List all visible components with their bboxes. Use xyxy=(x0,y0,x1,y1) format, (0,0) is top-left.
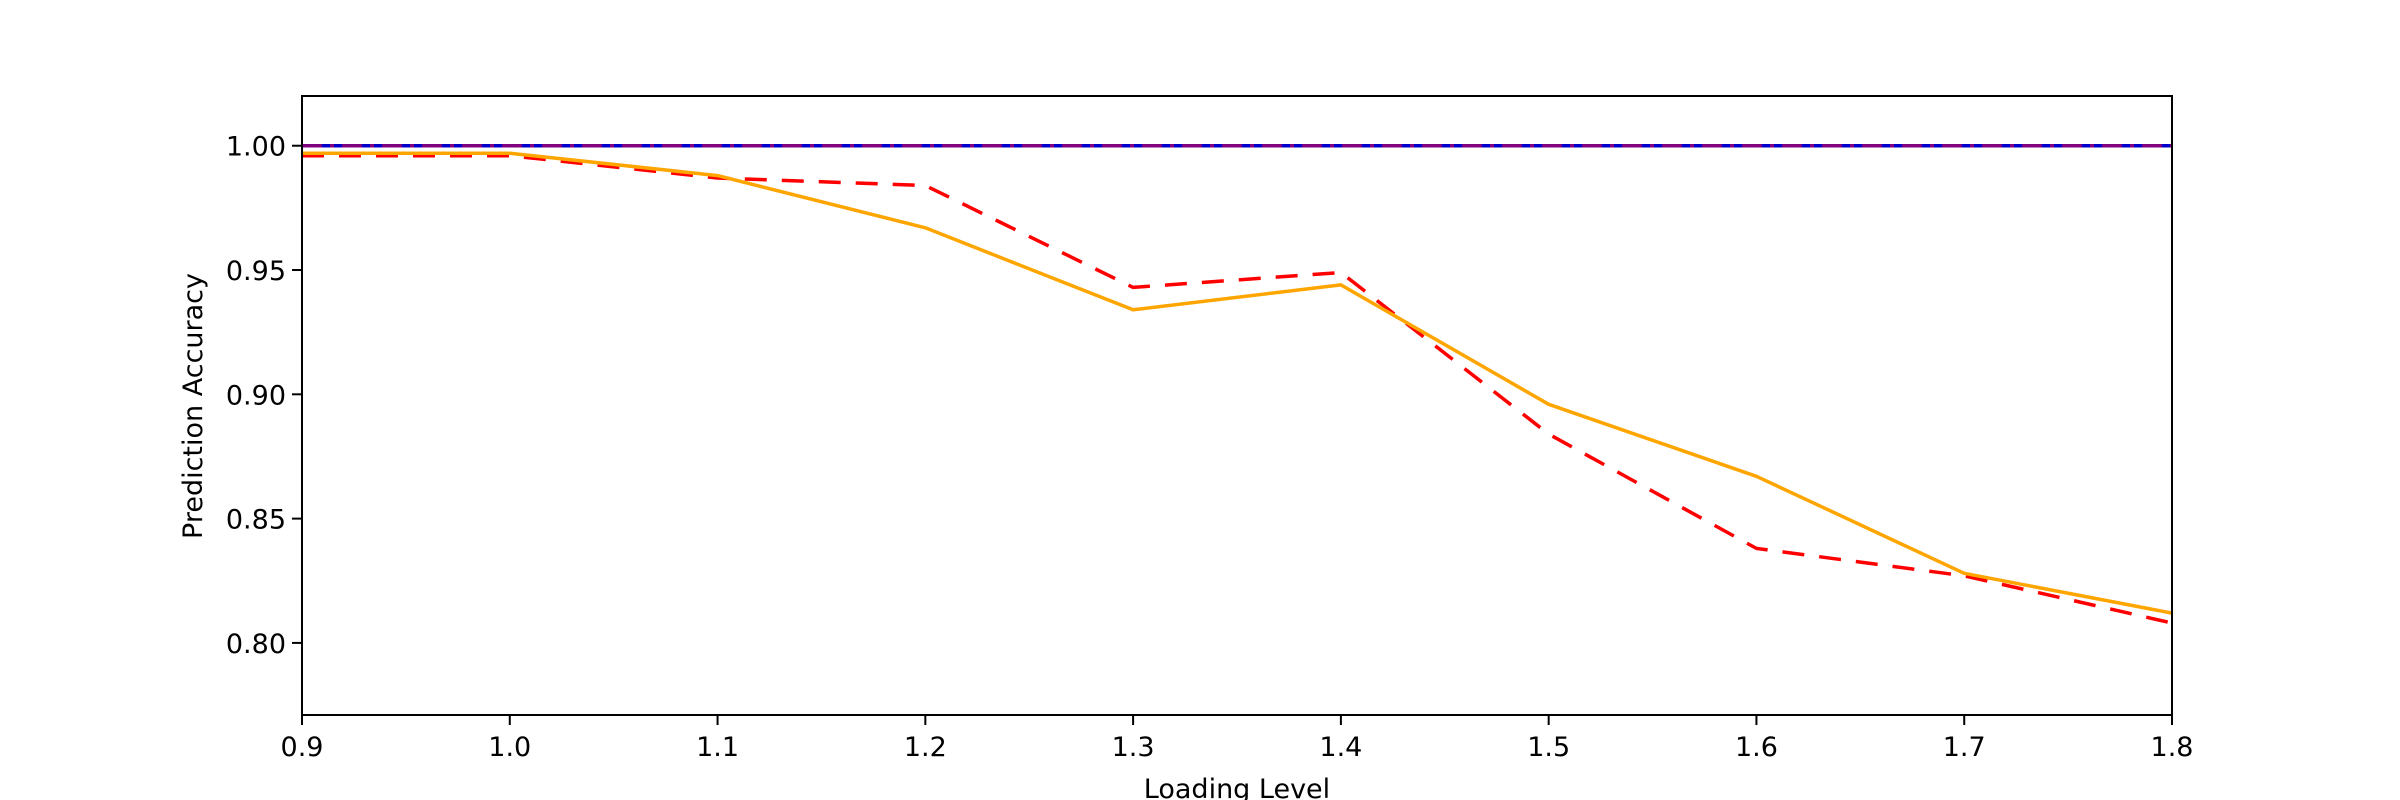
y-axis-label: Prediction Accuracy xyxy=(178,273,209,539)
series-line-5 xyxy=(302,151,2173,615)
x-tick-label: 1.0 xyxy=(488,732,531,763)
x-tick-label: 1.5 xyxy=(1527,732,1570,763)
y-tick-label: 0.85 xyxy=(226,505,286,536)
x-tick-label: 0.9 xyxy=(281,732,324,763)
x-axis-label: Loading Level xyxy=(1144,774,1330,800)
plot-frame xyxy=(301,95,2173,716)
x-tick-label: 1.3 xyxy=(1112,732,1155,763)
y-tick-label: 0.90 xyxy=(226,380,286,411)
x-tick-label: 1.2 xyxy=(904,732,947,763)
series-line-4 xyxy=(302,153,2173,625)
x-tick-label: 1.4 xyxy=(1319,732,1362,763)
ticks-layer: 0.9 1.0 1.1 1.2 1.3 1.4 1.5 1.6 1.7 1.8 0.80 0.85 0.… xyxy=(226,132,2194,763)
x-tick-label: 1.6 xyxy=(1735,732,1778,763)
series-layer xyxy=(302,143,2173,625)
x-tick-label: 1.8 xyxy=(2151,732,2194,763)
y-tick-label: 1.00 xyxy=(226,132,286,163)
x-tick-label: 1.7 xyxy=(1943,732,1986,763)
y-tick-label: 0.80 xyxy=(226,629,286,660)
x-tick-label: 1.1 xyxy=(696,732,739,763)
y-tick-label: 0.95 xyxy=(226,256,286,287)
